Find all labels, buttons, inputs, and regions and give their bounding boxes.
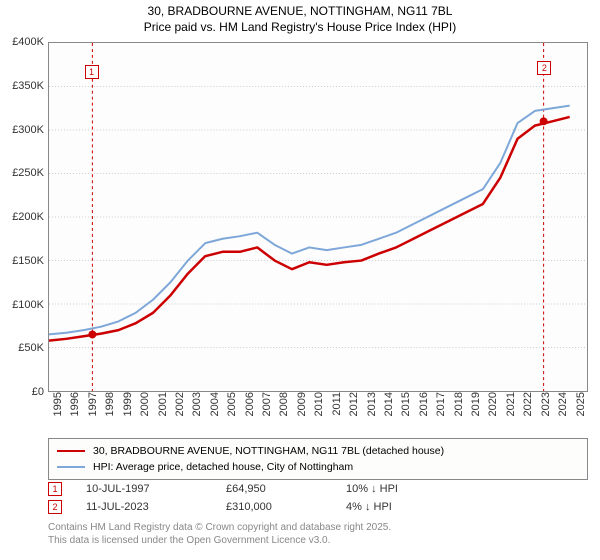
footer-attribution: Contains HM Land Registry data © Crown c… (48, 522, 391, 547)
x-tick-label: 2010 (313, 392, 325, 432)
y-tick-label: £200K (0, 211, 44, 223)
footer-line-2: This data is licensed under the Open Gov… (48, 535, 391, 548)
x-tick-label: 2024 (557, 392, 569, 432)
x-tick-label: 1995 (52, 392, 64, 432)
legend-label-hpi: HPI: Average price, detached house, City… (93, 461, 353, 473)
event-dot (540, 117, 548, 125)
legend-item-hpi: HPI: Average price, detached house, City… (57, 459, 579, 475)
x-tick-label: 2006 (244, 392, 256, 432)
x-tick-label: 2000 (139, 392, 151, 432)
y-tick-label: £300K (0, 124, 44, 136)
x-tick-label: 2013 (366, 392, 378, 432)
event-price: £310,000 (226, 501, 346, 513)
x-tick-label: 2015 (400, 392, 412, 432)
x-tick-label: 2020 (487, 392, 499, 432)
x-tick-label: 2002 (174, 392, 186, 432)
event-badge-icon: 1 (48, 482, 62, 496)
x-tick-label: 1998 (104, 392, 116, 432)
footer-line-1: Contains HM Land Registry data © Crown c… (48, 522, 391, 535)
x-tick-label: 2017 (435, 392, 447, 432)
x-tick-label: 2009 (296, 392, 308, 432)
x-tick-label: 2012 (348, 392, 360, 432)
y-tick-label: £250K (0, 167, 44, 179)
x-tick-label: 2011 (331, 392, 343, 432)
x-tick-label: 2025 (575, 392, 587, 432)
x-tick-label: 2018 (453, 392, 465, 432)
x-tick-label: 1996 (69, 392, 81, 432)
event-delta: 10% ↓ HPI (346, 483, 466, 495)
event-marker-badge: 2 (537, 61, 551, 75)
event-dot (88, 331, 96, 339)
x-tick-label: 2005 (226, 392, 238, 432)
x-tick-label: 2001 (157, 392, 169, 432)
event-price: £64,950 (226, 483, 346, 495)
x-tick-label: 2014 (383, 392, 395, 432)
event-date: 11-JUL-2023 (86, 501, 226, 513)
x-tick-label: 2003 (191, 392, 203, 432)
event-badge-icon: 2 (48, 500, 62, 514)
title-block: 30, BRADBOURNE AVENUE, NOTTINGHAM, NG11 … (0, 0, 600, 37)
x-tick-label: 2021 (505, 392, 517, 432)
y-tick-label: £150K (0, 255, 44, 267)
legend-item-price-paid: 30, BRADBOURNE AVENUE, NOTTINGHAM, NG11 … (57, 443, 579, 459)
legend: 30, BRADBOURNE AVENUE, NOTTINGHAM, NG11 … (48, 438, 588, 480)
title-line-1: 30, BRADBOURNE AVENUE, NOTTINGHAM, NG11 … (0, 4, 600, 20)
y-tick-label: £100K (0, 299, 44, 311)
chart-container: 30, BRADBOURNE AVENUE, NOTTINGHAM, NG11 … (0, 0, 600, 560)
x-tick-label: 2022 (522, 392, 534, 432)
series-line-hpi (49, 106, 570, 335)
y-tick-label: £0 (0, 386, 44, 398)
y-tick-label: £350K (0, 80, 44, 92)
series-line-price_paid (49, 117, 570, 341)
event-delta: 4% ↓ HPI (346, 501, 466, 513)
chart-plot-area (48, 42, 588, 392)
title-line-2: Price paid vs. HM Land Registry's House … (0, 20, 600, 36)
legend-label-price-paid: 30, BRADBOURNE AVENUE, NOTTINGHAM, NG11 … (93, 445, 444, 457)
x-tick-label: 1997 (87, 392, 99, 432)
y-tick-label: £400K (0, 36, 44, 48)
x-tick-label: 2008 (278, 392, 290, 432)
event-table: 1 10-JUL-1997£64,95010% ↓ HPI 2 11-JUL-2023… (48, 480, 466, 516)
x-tick-label: 2023 (540, 392, 552, 432)
event-table-row: 1 10-JUL-1997£64,95010% ↓ HPI (48, 480, 466, 498)
event-table-row: 2 11-JUL-2023£310,0004% ↓ HPI (48, 498, 466, 516)
x-tick-label: 2007 (261, 392, 273, 432)
legend-swatch-price-paid (57, 450, 85, 452)
legend-swatch-hpi (57, 466, 85, 468)
x-tick-label: 2016 (418, 392, 430, 432)
y-tick-label: £50K (0, 342, 44, 354)
event-date: 10-JUL-1997 (86, 483, 226, 495)
chart-svg (49, 43, 587, 391)
event-marker-badge: 1 (85, 65, 99, 79)
x-tick-label: 1999 (122, 392, 134, 432)
x-tick-label: 2019 (470, 392, 482, 432)
x-tick-label: 2004 (209, 392, 221, 432)
